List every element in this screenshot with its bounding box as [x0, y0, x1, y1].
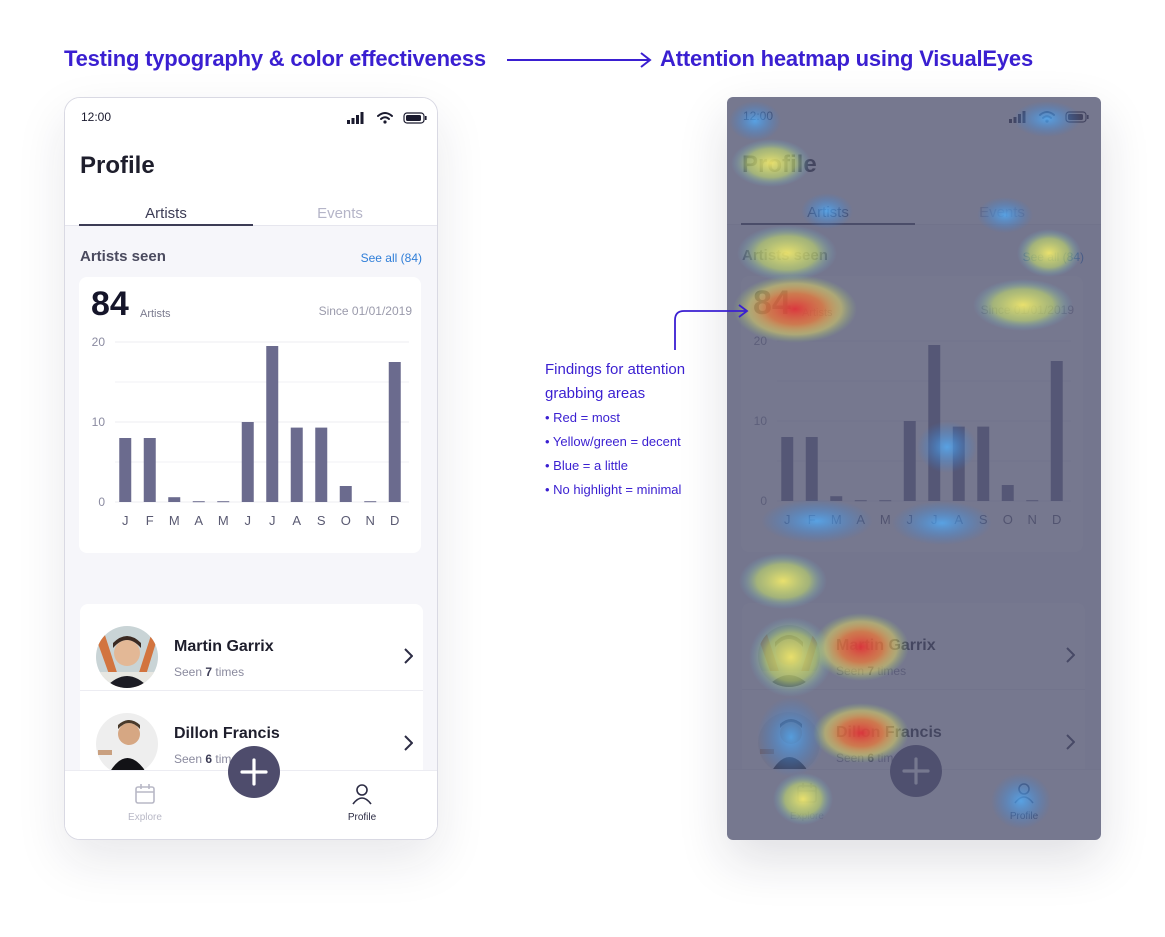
signal-icon — [347, 112, 364, 124]
artists-count-label: Artists — [140, 308, 171, 320]
content-area: Artists seen See all (84) 84 Artists Sin… — [65, 226, 437, 794]
nav-profile[interactable]: Profile — [322, 783, 402, 823]
page-title: Profile — [80, 152, 155, 179]
attention-heatmap — [727, 97, 1101, 840]
divider — [80, 690, 423, 691]
artists-count: 84 — [91, 285, 129, 323]
x-tick-label: S — [317, 513, 326, 528]
bar-d-11 — [388, 362, 401, 502]
legend-yellow-green: • Yellow/green = decent — [545, 434, 681, 449]
y-tick-label: 10 — [92, 415, 106, 429]
x-tick-label: M — [218, 513, 229, 528]
legend-none: • No highlight = minimal — [545, 482, 682, 497]
seen-count: Seen 7 times — [174, 665, 245, 679]
x-tick-label: J — [245, 513, 252, 528]
x-tick-label: N — [366, 513, 375, 528]
bar-m-4 — [217, 501, 230, 503]
artist-name: Dillon Francis — [174, 725, 280, 742]
user-icon — [352, 784, 372, 805]
bar-o-9 — [339, 486, 352, 502]
x-tick-label: D — [390, 513, 399, 528]
x-tick-label: A — [194, 513, 203, 528]
bar-a-7 — [290, 427, 303, 502]
chevron-right-icon — [404, 735, 413, 751]
heatmap-phone: 12:00 Profile Artists Events — [727, 97, 1101, 840]
tab-artists[interactable]: Artists — [145, 205, 187, 222]
bar-f-1 — [143, 438, 156, 502]
since-date: Since 01/01/2019 — [318, 304, 412, 318]
profile-screen: 12:00 Profile Artists Events — [65, 98, 437, 839]
bar-j-5 — [241, 422, 254, 502]
calendar-icon — [135, 784, 155, 804]
annotation-title: Findings for attention grabbing areas — [545, 361, 686, 402]
flow-arrow-icon — [507, 52, 652, 68]
legend-blue: • Blue = a little — [545, 458, 628, 473]
section-title-artists-seen: Artists seen — [80, 248, 166, 265]
status-icons — [347, 111, 429, 130]
avatar — [96, 626, 158, 688]
status-time: 12:00 — [81, 110, 112, 124]
x-tick-label: M — [169, 513, 180, 528]
bar-s-8 — [315, 427, 328, 502]
list-item-martin-garrix[interactable]: Martin Garrix Seen 7 times — [80, 604, 423, 691]
phone-mockup: 12:00 Profile Artists Events — [64, 97, 438, 840]
bar-m-2 — [168, 497, 181, 502]
nav-explore[interactable]: Explore — [105, 783, 185, 823]
nav-label: Profile — [347, 812, 377, 823]
caption-right: Attention heatmap using VisualEyes — [660, 46, 1033, 71]
avatar — [96, 713, 158, 775]
tab-events[interactable]: Events — [317, 205, 363, 222]
legend-red: • Red = most — [545, 410, 620, 425]
bar-a-3 — [192, 501, 205, 503]
bar-j-0 — [119, 438, 132, 502]
plus-icon — [240, 758, 268, 786]
bar-n-10 — [364, 501, 377, 503]
list-item-dillon-francis[interactable]: Dillon Francis Seen 6 times — [80, 691, 423, 777]
active-tab-indicator — [79, 224, 253, 226]
most-seen-list: Martin Garrix Seen 7 times — [80, 604, 423, 794]
bar-j-6 — [266, 346, 279, 502]
add-button[interactable] — [228, 746, 280, 798]
wifi-icon — [377, 112, 393, 120]
y-tick-label: 20 — [92, 335, 106, 349]
see-all-link[interactable]: See all (84) — [360, 251, 422, 265]
findings-annotation: Findings for attention grabbing areas • … — [545, 358, 705, 502]
x-tick-label: F — [146, 513, 154, 528]
x-tick-label: J — [122, 513, 129, 528]
x-tick-label: A — [292, 513, 301, 528]
artist-name: Martin Garrix — [174, 638, 274, 655]
caption-left: Testing typography & color effectiveness — [64, 46, 486, 71]
x-tick-label: J — [269, 513, 276, 528]
y-tick-label: 0 — [98, 495, 105, 509]
battery-icon — [403, 112, 427, 124]
annotation-arrow-icon — [674, 304, 749, 350]
nav-label: Explore — [128, 812, 162, 823]
x-tick-label: O — [341, 513, 351, 528]
chevron-right-icon — [404, 648, 413, 664]
